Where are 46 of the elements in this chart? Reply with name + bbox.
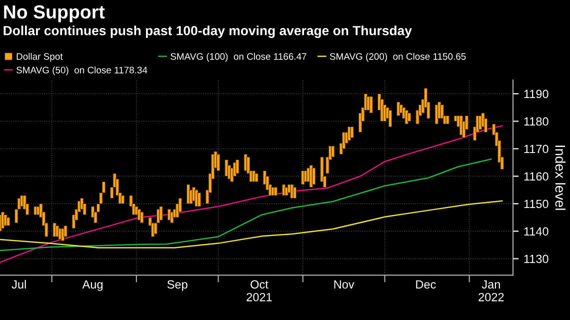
x-tick-label: Aug [82,280,103,291]
line-series [0,125,503,263]
chart-subtitle: Dollar continues push past 100-day moving average on Thursday [4,26,412,38]
bar [120,195,125,204]
x-tick-label: Dec [416,280,436,289]
legend-label: Dollar Spot [16,52,63,62]
bar [159,206,163,220]
bar [434,104,438,124]
bar [140,212,144,224]
bar [331,146,335,158]
line-series [0,200,503,248]
line-series [0,158,492,252]
y-tick-label: 1160 [524,172,548,181]
legend-label: SMAVG (50) on Close 1178.34 [16,66,148,76]
bar [274,186,278,196]
y-tick-label: 1190 [524,90,548,98]
bar [224,159,228,177]
bar [312,168,316,185]
bar [446,115,450,124]
x-tick-label: Oct 2021 [246,280,272,302]
bar [350,126,354,138]
x-tick-label: Nov [334,280,354,289]
legend-label: SMAVG (100) on Close 1166.47 [170,52,306,62]
x-tick-label: Sep [167,280,188,291]
bar [254,173,258,182]
x-tick-label: Jul [12,280,26,289]
bar [6,217,10,226]
bar [388,110,392,128]
x-tick-label: Jan 2022 [478,280,504,302]
y-tick-label: 1170 [524,144,548,154]
chart-title: No Support [4,5,105,22]
bar [170,212,174,224]
bar [292,186,297,198]
y-tick-label: 1150 [524,200,548,208]
bar [64,225,68,237]
bar [407,112,412,122]
y-tick-label: 1180 [524,117,548,126]
y-tick-label: 1130 [524,254,548,264]
legend-label: SMAVG (200) on Close 1150.65 [330,52,466,62]
bar [197,192,202,207]
y-axis-title: Index level [555,146,566,210]
bar [404,110,408,124]
bar [216,154,220,172]
y-tick-label: 1140 [524,227,548,236]
bar [369,96,373,114]
bar [236,159,240,174]
